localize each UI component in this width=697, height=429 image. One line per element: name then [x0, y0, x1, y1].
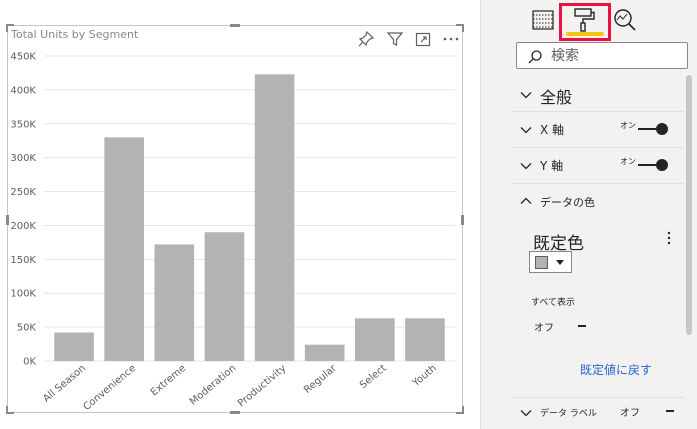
y-tick-label: 150K: [10, 255, 36, 266]
chevron-down-icon: [520, 410, 532, 417]
section-general[interactable]: 全般: [512, 76, 684, 112]
bar: [405, 318, 445, 361]
resize-handle-top-left-v[interactable]: [6, 24, 8, 32]
y-tick-label: 350K: [10, 119, 36, 130]
section-data-colors[interactable]: データの色: [512, 184, 684, 218]
bar: [204, 232, 245, 361]
x-tick-label: Select: [358, 363, 389, 391]
more-options-icon[interactable]: [442, 30, 460, 48]
resize-handle-top-right-v[interactable]: [462, 24, 464, 32]
data-labels-toggle-text: オフ: [620, 408, 640, 419]
y-axis-toggle-text: オン: [620, 157, 636, 166]
resize-handle-bottom[interactable]: [230, 411, 240, 414]
focus-mode-icon[interactable]: [414, 30, 432, 48]
y-tick-label: 200K: [10, 221, 36, 232]
section-data-colors-label: データの色: [540, 196, 595, 209]
bar: [304, 344, 345, 361]
bar: [254, 74, 295, 362]
resize-handle-top-right[interactable]: [456, 24, 464, 26]
caret-down-icon: [556, 260, 564, 265]
fields-tab[interactable]: [529, 6, 559, 36]
resize-handle-bottom-right[interactable]: [456, 412, 464, 414]
section-y-axis[interactable]: Y 軸 オン: [512, 148, 684, 184]
section-data-labels[interactable]: データ ラベル オフ: [512, 397, 684, 429]
resize-handle-right[interactable]: [461, 215, 464, 225]
resize-handle-bottom-left[interactable]: [6, 412, 14, 414]
format-tab-active-indicator: [566, 32, 604, 36]
y-tick-label: 50K: [17, 323, 37, 334]
x-tick-label: Moderation: [188, 363, 238, 408]
show-all-toggle[interactable]: [578, 325, 586, 327]
bar: [104, 137, 144, 361]
search-box[interactable]: [516, 42, 688, 69]
bar: [54, 332, 94, 361]
data-labels-toggle[interactable]: [666, 410, 674, 412]
x-tick-label: Productivity: [236, 363, 289, 410]
format-tab[interactable]: [570, 6, 600, 36]
default-color-picker[interactable]: [529, 251, 572, 273]
revert-to-default-link[interactable]: 既定値に戻す: [580, 363, 653, 377]
visual-header-icons: [357, 30, 463, 48]
x-tick-label: Youth: [410, 363, 439, 390]
x-tick-label: Regular: [302, 362, 339, 396]
scrollbar-thumb[interactable]: [686, 75, 692, 335]
chevron-down-icon: [520, 127, 532, 134]
x-tick-label: All Season: [41, 363, 88, 405]
search-icon: [528, 50, 542, 64]
x-axis-toggle-text: オン: [620, 121, 636, 130]
show-all-toggle-text: オフ: [534, 323, 554, 334]
resize-handle-bottom-left-v[interactable]: [6, 406, 8, 414]
section-general-label: 全般: [540, 88, 573, 107]
resize-handle-bottom-right-v[interactable]: [462, 406, 464, 414]
pin-icon[interactable]: [357, 30, 375, 48]
y-tick-label: 300K: [10, 153, 36, 164]
x-axis-toggle[interactable]: [638, 123, 668, 135]
bar: [154, 244, 195, 361]
paint-roller-icon: [574, 8, 595, 32]
y-tick-label: 250K: [10, 187, 36, 198]
report-canvas: 0K 50K 100K 150K 200K 250K 300K 350K 400K 450K All…: [6, 24, 464, 414]
pane-divider: [480, 0, 481, 429]
fields-grid-icon: [532, 10, 554, 30]
filter-icon[interactable]: [386, 30, 404, 48]
y-tick-label: 100K: [10, 289, 36, 300]
chevron-up-icon: [520, 197, 532, 204]
y-tick-label: 450K: [10, 52, 36, 63]
section-x-axis-label: X 軸: [540, 123, 565, 137]
section-y-axis-label: Y 軸: [540, 159, 564, 173]
resize-handle-top[interactable]: [230, 24, 240, 27]
analytics-tab[interactable]: [610, 6, 640, 36]
color-swatch: [535, 256, 548, 269]
y-tick-label: 0K: [23, 357, 36, 368]
chevron-down-icon: [520, 92, 532, 99]
bar-chart: 0K 50K 100K 150K 200K 250K 300K 350K 400K 450K All…: [10, 52, 455, 413]
pane-scrollbar[interactable]: [686, 75, 692, 429]
visualizations-pane: [481, 0, 697, 429]
more-options-icon[interactable]: [664, 230, 674, 246]
magnifier-chart-icon: [614, 9, 636, 31]
search-input[interactable]: [551, 46, 681, 66]
default-color-label: 既定色: [533, 234, 584, 254]
section-x-axis[interactable]: X 軸 オン: [512, 112, 684, 148]
chevron-down-icon: [520, 163, 532, 170]
section-data-labels-label: データ ラベル: [540, 409, 597, 419]
x-tick-label: Convenience: [81, 363, 138, 413]
chart-title: Total Units by Segment: [11, 28, 139, 41]
y-tick-label: 400K: [10, 85, 36, 96]
format-tab-highlight: [559, 3, 611, 41]
x-tick-label: Extreme: [149, 363, 188, 398]
bar: [355, 318, 395, 361]
resize-handle-left[interactable]: [6, 215, 9, 225]
show-all-label: すべて表示: [531, 298, 576, 308]
resize-handle-top-left[interactable]: [6, 24, 14, 26]
y-axis-toggle[interactable]: [638, 159, 668, 171]
